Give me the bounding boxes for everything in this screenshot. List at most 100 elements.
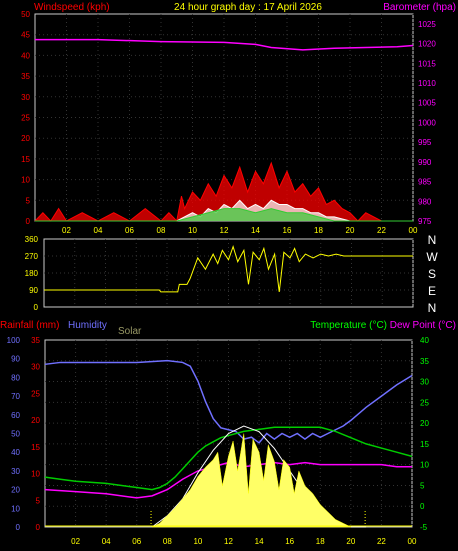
humidity-tick-label: 40 (11, 448, 20, 457)
temp-series (44, 359, 413, 528)
x-tick-label: 10 (188, 226, 197, 235)
compass-label: E (428, 284, 436, 298)
humidity-tick-label: 90 (11, 355, 20, 364)
windspeed-axis: 0 5 10 15 20 25 30 35 40 45 50 (21, 10, 30, 226)
windspeed-tick-label: 20 (21, 134, 30, 143)
humidity-tick-label: 10 (11, 504, 20, 513)
temperature-tick-label: 35 (420, 357, 429, 366)
temperature-axis-label: Temperature (°C) (310, 320, 387, 331)
series-line-humidity (44, 359, 413, 444)
windspeed-tick-label: 0 (26, 217, 31, 226)
rain-tick-label: 15 (31, 443, 40, 452)
x-tick-label: 12 (224, 537, 233, 546)
compass-label: N (428, 233, 437, 247)
x-tick-label: 06 (125, 226, 134, 235)
windspeed-tick-label: 25 (21, 114, 30, 123)
x-tick-label: 02 (62, 226, 71, 235)
windspeed-tick-label: 5 (26, 196, 31, 205)
humidity-tick-label: 50 (11, 430, 20, 439)
x-tick-label: 20 (346, 226, 355, 235)
compass-label: W (426, 250, 438, 264)
direction-series (44, 244, 413, 293)
temperature-tick-label: 5 (420, 481, 425, 490)
windspeed-tick-label: 30 (21, 93, 30, 102)
barometer-tick-label: 980 (418, 197, 432, 206)
temperature-axis: -5 0 5 10 15 20 25 30 35 40 (420, 336, 429, 532)
windspeed-tick-label: 10 (21, 176, 30, 185)
direction-tick-label: 90 (29, 286, 38, 295)
x-tick-label: 16 (283, 226, 292, 235)
humidity-tick-label: 100 (7, 336, 21, 345)
temperature-tick-label: 25 (420, 398, 429, 407)
x-tick-label: 00 (408, 537, 417, 546)
humidity-axis-label: Humidity (68, 320, 107, 331)
barometer-tick-label: 1005 (418, 99, 436, 108)
humidity-tick-label: 30 (11, 467, 20, 476)
windspeed-tick-label: 40 (21, 51, 30, 60)
x-tick-label: 16 (285, 537, 294, 546)
x-tick-label: 06 (132, 537, 141, 546)
windspeed-axis-label: Windspeed (kph) (34, 2, 110, 13)
x-tick-label: 22 (377, 537, 386, 546)
temperature-tick-label: -5 (420, 523, 428, 532)
series-line-wind-direction (44, 244, 413, 293)
compass-label: N (428, 301, 437, 315)
direction-tick-label: 0 (34, 303, 39, 312)
chart-title: 24 hour graph day : 17 April 2026 (174, 2, 322, 13)
series-line-wind-gust (34, 161, 413, 223)
x-tick-label: 08 (157, 226, 166, 235)
humidity-tick-label: 60 (11, 411, 20, 420)
rain-tick-label: 5 (36, 496, 41, 505)
barometer-tick-label: 985 (418, 178, 432, 187)
series-area-solar (151, 433, 351, 528)
temperature-tick-label: 20 (420, 419, 429, 428)
temperature-tick-label: 10 (420, 461, 429, 470)
dewpoint-axis-label: Dew Point (°C) (390, 320, 456, 331)
windspeed-tick-label: 50 (21, 10, 30, 19)
barometer-tick-label: 975 (418, 217, 432, 226)
x-tick-label: 10 (193, 537, 202, 546)
rain-tick-label: 30 (31, 363, 40, 372)
barometer-tick-label: 1025 (418, 20, 436, 29)
barometer-tick-label: 1020 (418, 40, 436, 49)
rain-tick-label: 20 (31, 416, 40, 425)
humidity-tick-label: 20 (11, 486, 20, 495)
x-tick-label: 00 (409, 226, 418, 235)
barometer-axis-label: Barometer (hpa) (383, 2, 456, 13)
x-tick-label: 04 (94, 226, 103, 235)
rain-tick-label: 25 (31, 389, 40, 398)
solar-axis-label: Solar (118, 326, 142, 337)
x-tick-label: 14 (251, 226, 260, 235)
barometer-tick-label: 995 (418, 138, 432, 147)
windspeed-tick-label: 35 (21, 72, 30, 81)
x-tick-label: 12 (220, 226, 229, 235)
x-tick-label: 18 (314, 226, 323, 235)
x-tick-label: 02 (71, 537, 80, 546)
wind-baro-x-axis: 02 04 06 08 10 12 14 16 18 20 22 00 (62, 226, 418, 235)
humidity-tick-label: 80 (11, 373, 20, 382)
series-area-wind-minimum (35, 208, 413, 221)
x-tick-label: 14 (255, 537, 264, 546)
direction-tick-label: 180 (25, 269, 39, 278)
compass-label: S (428, 267, 436, 281)
series-line-wind-minimum (35, 208, 413, 222)
rainfall-axis-label: Rainfall (mm) (0, 320, 59, 331)
windspeed-tick-label: 45 (21, 31, 30, 40)
direction-tick-label: 270 (25, 252, 39, 261)
temperature-tick-label: 40 (420, 336, 429, 345)
rain-tick-label: 10 (31, 470, 40, 479)
barometer-tick-label: 1010 (418, 79, 436, 88)
humidity-tick-label: 0 (16, 523, 21, 532)
temperature-tick-label: 30 (420, 378, 429, 387)
series-line-temperature (44, 426, 413, 491)
series-line-barometer (35, 38, 414, 51)
windspeed-tick-label: 15 (21, 155, 30, 164)
x-tick-label: 20 (346, 537, 355, 546)
barometer-tick-label: 1015 (418, 59, 436, 68)
rain-axis: 0 5 10 15 20 25 30 35 (31, 336, 40, 532)
x-tick-label: 18 (316, 537, 325, 546)
x-tick-label: 04 (102, 537, 111, 546)
temperature-tick-label: 0 (420, 502, 425, 511)
